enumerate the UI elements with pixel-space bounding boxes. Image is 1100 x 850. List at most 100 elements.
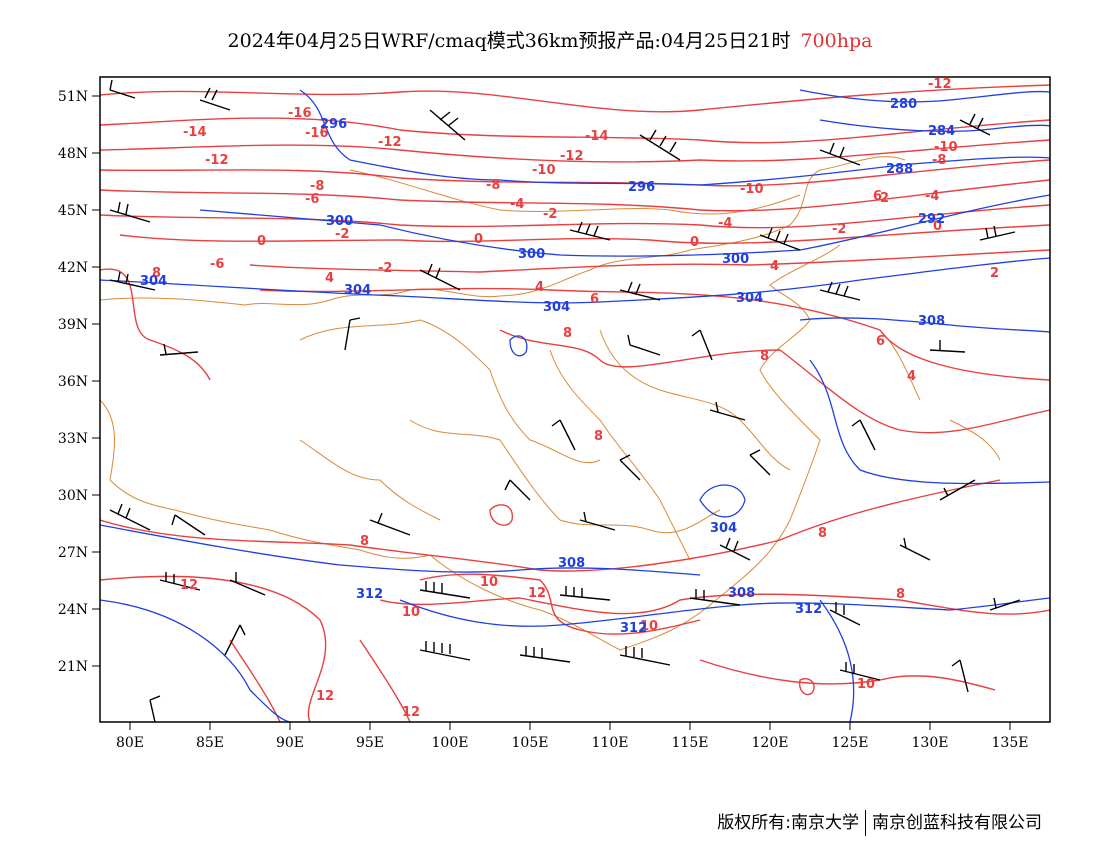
temp-label: -6 [210, 257, 224, 272]
lon-label: 105E [512, 735, 549, 751]
copyright-footer: 版权所有:南京大学 南京创蓝科技有限公司 [717, 808, 1042, 836]
china-border-north [100, 156, 906, 306]
isotherm-line [100, 204, 1050, 229]
china-south-coast [429, 439, 821, 651]
lat-label: 48N [58, 146, 88, 162]
province-lines-2 [409, 419, 721, 534]
plot-frame [99, 76, 1051, 723]
temp-label: 0 [690, 235, 699, 250]
china-east-coast [759, 244, 841, 441]
china-border-west [100, 399, 431, 559]
height-label: 304 [710, 521, 737, 536]
height-label: 304 [736, 291, 763, 306]
wind-barb [627, 334, 661, 356]
height-line [199, 194, 1050, 257]
temp-label: 12 [528, 586, 546, 601]
province-lines-1 [299, 319, 601, 464]
lat-label: 21N [58, 659, 88, 675]
lon-label: 85E [196, 735, 224, 751]
lon-label: 110E [592, 735, 629, 751]
wind-barb [989, 597, 1021, 611]
isotherm-closed [489, 504, 514, 526]
isotherm-line [259, 287, 1050, 381]
lat-label: 27N [58, 545, 88, 561]
height-label: 312 [795, 602, 822, 617]
temp-label: 8 [360, 534, 369, 549]
temp-label: -10 [532, 163, 556, 178]
lat-label: 36N [58, 374, 88, 390]
height-line [100, 257, 1050, 304]
province-lines-4 [549, 349, 691, 561]
lat-labels: 51N 48N 45N 42N 39N 36N 33N 30N 27N 24N … [58, 89, 88, 675]
temp-label: 4 [325, 271, 334, 286]
temp-label: 0 [474, 232, 483, 247]
temp-label: 10 [857, 677, 875, 692]
lon-label: 130E [912, 735, 949, 751]
temp-label: 0 [257, 234, 266, 249]
height-line [299, 89, 1050, 186]
wind-barb [559, 586, 611, 601]
isotherm-line [229, 639, 411, 722]
lon-label: 115E [672, 735, 709, 751]
wind-barb [199, 87, 231, 111]
wind-barb [109, 201, 151, 223]
temp-label: -12 [560, 149, 584, 164]
wind-barb [691, 329, 713, 361]
wind-barb [639, 129, 681, 161]
height-label: 304 [543, 300, 570, 315]
isotherm-line [379, 593, 1050, 615]
height-line [799, 89, 1050, 103]
height-label: 308 [728, 586, 755, 601]
wind-barb [419, 263, 461, 291]
wind-barb [819, 281, 861, 301]
height-label: 280 [890, 97, 917, 112]
lon-label: 125E [832, 735, 869, 751]
isotherm-line [100, 84, 1050, 113]
wind-barb [229, 572, 266, 596]
lat-label: 39N [58, 317, 88, 333]
temp-label: 8 [563, 326, 572, 341]
wind-barb [719, 537, 751, 561]
wind-barb [979, 225, 1016, 241]
height-line [819, 119, 1050, 132]
wind-barb [159, 343, 199, 356]
temp-label: 12 [180, 578, 198, 593]
wind-barb [109, 79, 136, 99]
height-line [699, 484, 746, 518]
temp-label: 8 [594, 429, 603, 444]
lat-label: 51N [58, 89, 88, 105]
copyright-left: 版权所有:南京大学 [717, 813, 859, 833]
temp-label: -4 [925, 189, 939, 204]
wind-barb [619, 281, 661, 301]
isotherm-line [499, 329, 1050, 434]
temp-label: 0 [933, 219, 942, 234]
axis-ticks [92, 95, 1011, 730]
height-label: 292 [918, 212, 945, 227]
wind-barb [899, 537, 931, 561]
title-level: 700hpa [800, 30, 873, 52]
isotherm-line [100, 179, 1050, 212]
isotherm-line [100, 117, 1050, 144]
temp-label: 12 [402, 705, 420, 720]
wind-barb [579, 511, 616, 531]
wind-barb [149, 695, 161, 722]
wind-barb [929, 340, 966, 353]
wind-barb [109, 503, 151, 531]
wind-barb [519, 646, 571, 663]
lat-label: 42N [58, 260, 88, 276]
temp-label: -6 [305, 192, 319, 207]
temp-label: 8 [760, 349, 769, 364]
temp-label: -10 [740, 182, 764, 197]
wind-barb [759, 227, 801, 251]
temp-label: 4 [907, 369, 916, 384]
wind-barb [171, 514, 206, 536]
lon-label: 80E [116, 735, 144, 751]
temp-label: 8 [152, 266, 161, 281]
lon-label: 135E [992, 735, 1029, 751]
isotherm-line [100, 575, 327, 722]
wind-barbs [109, 79, 1021, 722]
height-line [100, 599, 291, 722]
wind-barb [819, 142, 861, 166]
wind-barb [939, 479, 976, 501]
temp-label: -12 [378, 135, 402, 150]
